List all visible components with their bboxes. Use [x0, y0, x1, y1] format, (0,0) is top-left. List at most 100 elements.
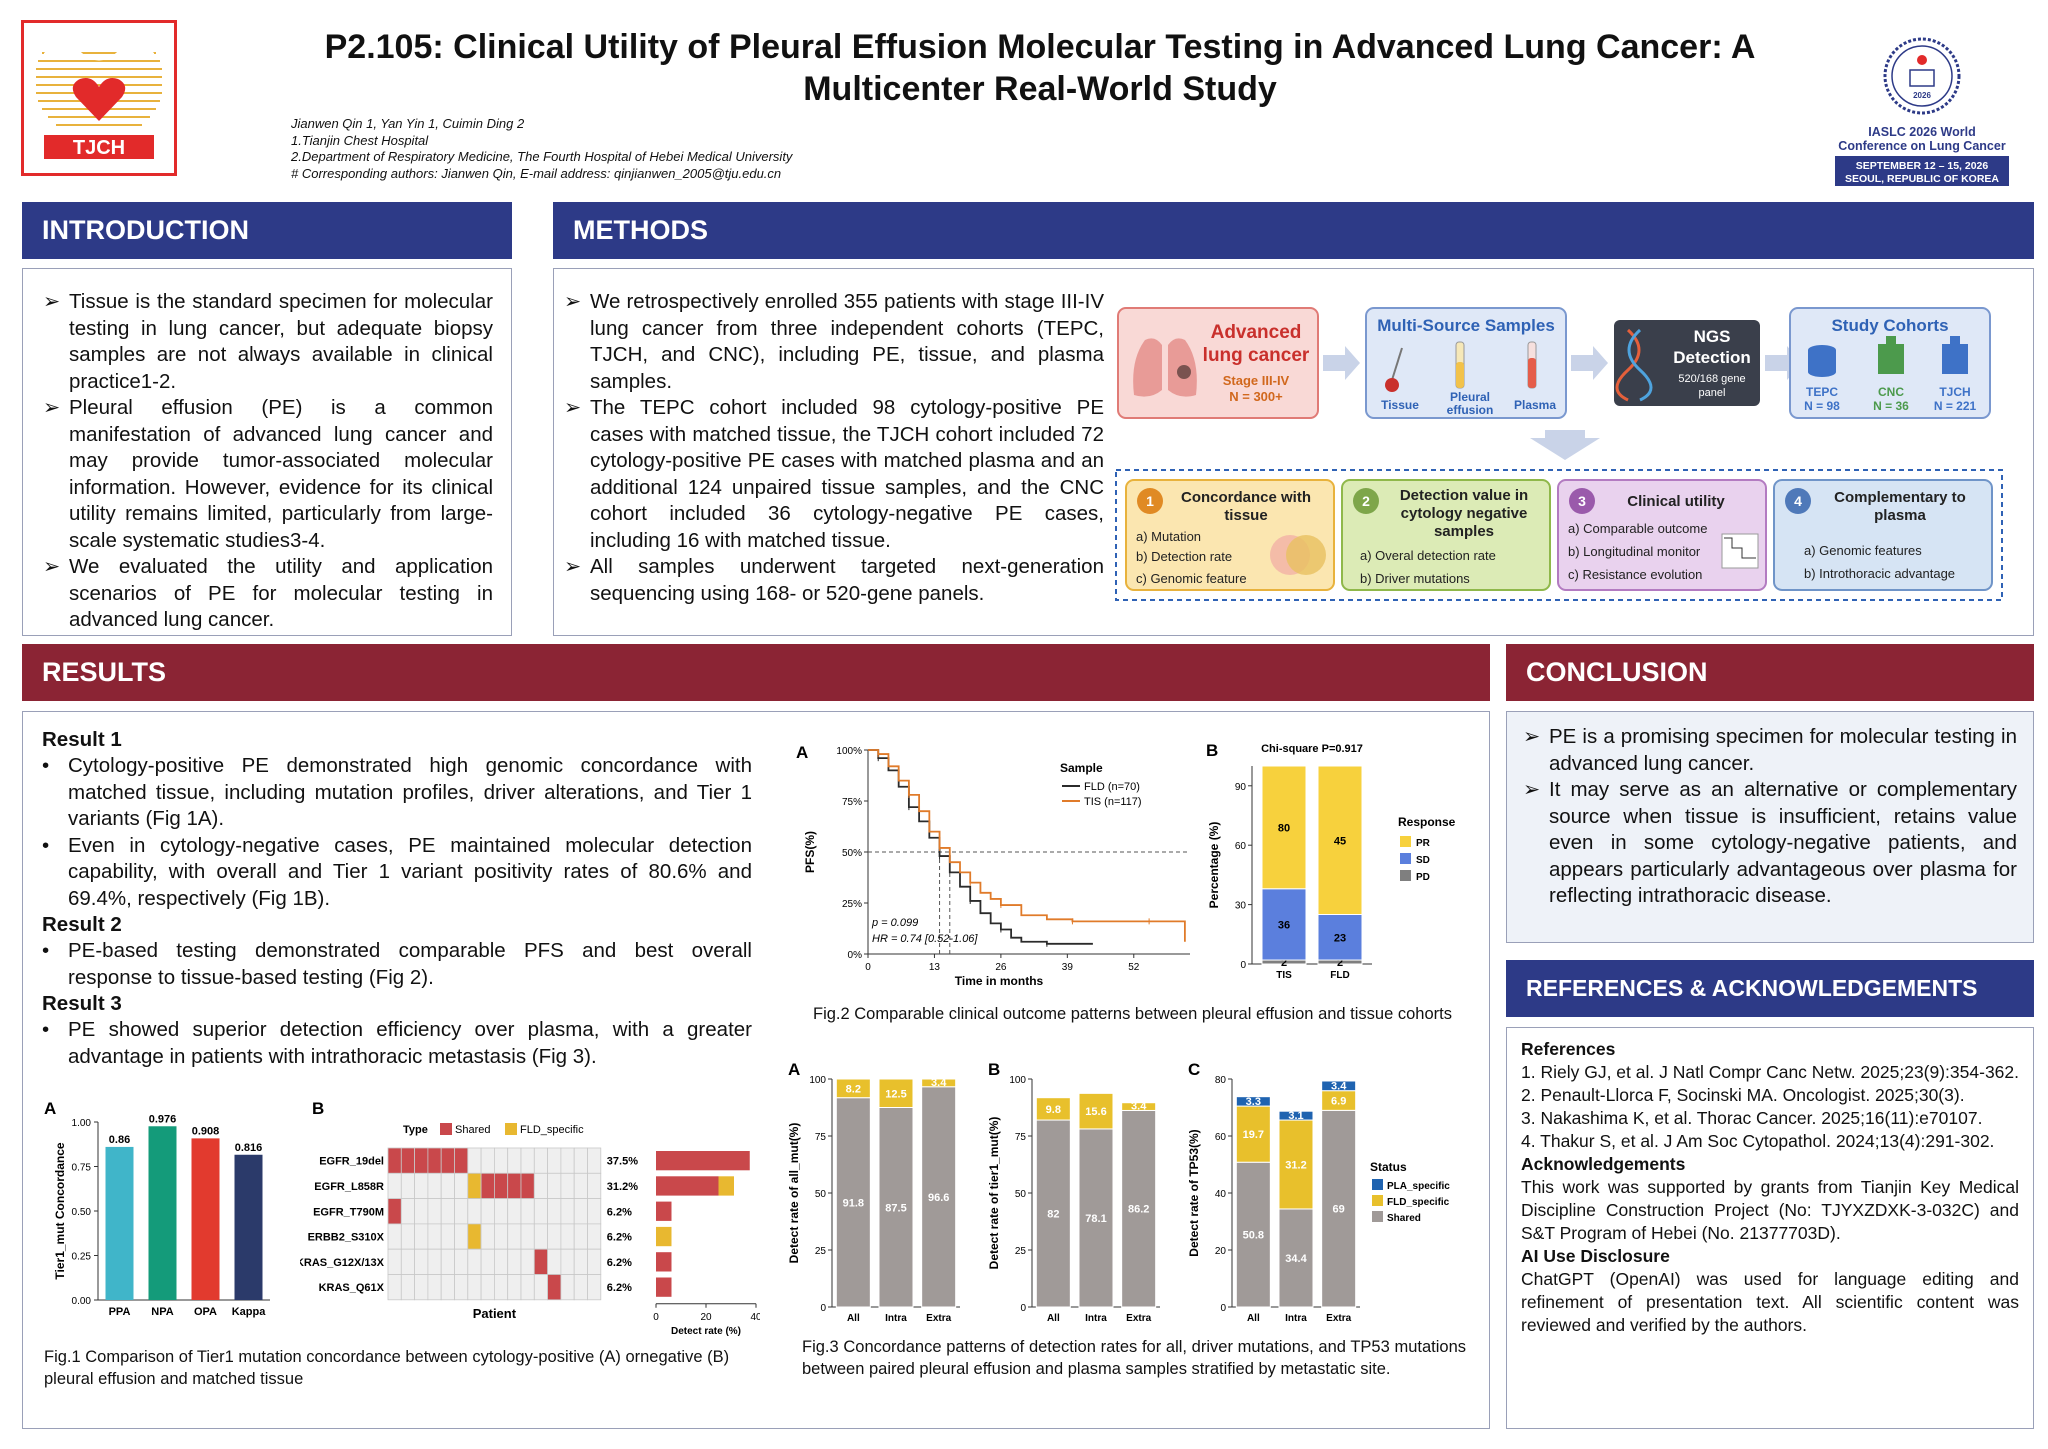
percent-label: 6.2% [607, 1206, 632, 1218]
y-axis-label: Detect rate of tier1_mut(%) [987, 1117, 1001, 1270]
gene-label: EGFR_T790M [313, 1206, 384, 1218]
y-axis-label: Detect rate of TP53(%) [1187, 1129, 1201, 1256]
svg-text:b) Longitudinal monitor: b) Longitudinal monitor [1568, 544, 1701, 559]
iaslc-line2: Conference on Lung Cancer [1838, 139, 2006, 153]
y-axis-label: Percentage (%) [1207, 822, 1221, 909]
y-tick-label: 20 [1215, 1246, 1227, 1257]
data-label: 86.2 [1128, 1204, 1149, 1216]
heatmap-cell [573, 1274, 588, 1301]
legend-label: SD [1416, 855, 1430, 866]
stacked-bar-segment [1035, 1097, 1071, 1121]
svg-text:1: 1 [1146, 493, 1154, 509]
heatmap-cell [587, 1147, 602, 1174]
legend-swatch [1372, 1211, 1383, 1222]
heatmap-cell [454, 1172, 469, 1200]
y-tick-label: 0.25 [72, 1252, 92, 1263]
result-bullet: • PE showed superior detection efficiency… [42, 1018, 752, 1068]
heatmap-cell [440, 1274, 455, 1301]
svg-text:Complementary to: Complementary to [1834, 489, 1966, 506]
heatmap-cell [587, 1248, 602, 1275]
y-tick-label: 100 [809, 1075, 826, 1086]
panel-label: B [988, 1060, 1000, 1079]
panel-label: B [312, 1100, 324, 1118]
x-tick-label: 52 [1128, 962, 1140, 973]
y-tick-label: 50 [1015, 1189, 1027, 1200]
rate-bar [656, 1277, 672, 1297]
legend-label: FLD (n=70) [1084, 781, 1140, 793]
heatmap-cell [520, 1198, 535, 1225]
conclusion-bullet: ➢ It may serve as an alternative or compl… [1523, 778, 2017, 907]
bar [191, 1138, 220, 1300]
percent-label: 31.2% [607, 1181, 638, 1193]
data-label: 9.8 [1046, 1104, 1061, 1116]
stacked-bar-segment [878, 1078, 914, 1108]
legend-label: PD [1416, 872, 1430, 883]
heatmap-cell [414, 1147, 429, 1174]
data-label: 91.8 [843, 1197, 864, 1209]
heatmap-cell [587, 1223, 602, 1250]
heatmap-cell [547, 1198, 562, 1225]
heatmap-cell [507, 1172, 522, 1200]
x-tick-label: All [1047, 1313, 1060, 1324]
svg-text:Detection: Detection [1673, 348, 1750, 367]
heatmap-cell [560, 1172, 575, 1200]
data-label: 6.9 [1331, 1096, 1346, 1108]
data-label: 96.6 [928, 1192, 949, 1204]
svg-text:samples: samples [1434, 523, 1494, 540]
y-tick-label: 100 [1009, 1075, 1026, 1086]
introduction-heading: INTRODUCTION [22, 202, 512, 259]
stacked-bar-segment [1321, 1080, 1357, 1092]
hazard-ratio: HR = 0.74 [0.52-1.06] [872, 933, 978, 945]
heatmap-cell [467, 1147, 482, 1174]
rate-tick-label: 0 [653, 1312, 659, 1323]
heatmap-cell [520, 1248, 535, 1275]
acknowledgements-title: Acknowledgements [1521, 1154, 1686, 1174]
heatmap-cell [533, 1172, 549, 1200]
km-curve [868, 749, 1093, 945]
introduction-bullet: ➢ Tissue is the standard specimen for mol… [43, 290, 493, 393]
bar [105, 1146, 134, 1300]
introduction-bullet: ➢ We evaluated the utility and applicatio… [43, 555, 493, 631]
chart-title: Chi-square P=0.917 [1261, 743, 1363, 755]
affiliation-2: 2.Department of Respiratory Medicine, Th… [291, 149, 793, 164]
svg-text:b) Introthoracic advantage: b) Introthoracic advantage [1804, 566, 1955, 581]
y-tick-label: 30 [1235, 901, 1247, 912]
y-axis-label: Tier1_mut Concordance [53, 1142, 67, 1279]
iaslc-line4: SEOUL, REPUBLIC OF KOREA [1845, 173, 1999, 185]
svg-text:N = 300+: N = 300+ [1229, 389, 1283, 404]
data-label: 69 [1333, 1204, 1345, 1216]
heatmap-cell [400, 1248, 416, 1275]
heatmap-cell [587, 1198, 602, 1225]
panel-label: C [1188, 1060, 1200, 1079]
legend-label: PLA_specific [1387, 1181, 1450, 1192]
methods-bullet: ➢ All samples underwent targeted next-gen… [564, 555, 1104, 605]
methods-bullet: ➢ The TEPC cohort included 98 cytology-po… [564, 396, 1104, 552]
legend-label: FLD_specific [1387, 1197, 1450, 1208]
legend-swatch [1400, 836, 1411, 847]
heatmap-cell [387, 1147, 402, 1174]
svg-text:a) Genomic features: a) Genomic features [1804, 543, 1922, 558]
heatmap-cell [480, 1248, 495, 1275]
data-label: 3.3 [1246, 1096, 1261, 1108]
heatmap-cell [400, 1147, 416, 1174]
data-label: 0.86 [109, 1134, 130, 1146]
heatmap-cell [414, 1198, 429, 1225]
methods-bullet: ➢ We retrospectively enrolled 355 patient… [564, 290, 1104, 393]
stacked-bar-segment [1317, 914, 1363, 961]
conclusion-box: ➢ PE is a promising specimen for molecula… [1506, 711, 2034, 943]
svg-text:panel: panel [1699, 387, 1726, 399]
percent-label: 6.2% [607, 1257, 632, 1269]
y-tick-label: 100% [836, 746, 862, 757]
data-label: 78.1 [1085, 1213, 1106, 1225]
legend-swatch [1372, 1195, 1383, 1206]
panel-label: A [788, 1060, 800, 1079]
references-title: References [1521, 1039, 1616, 1059]
x-tick-label: PPA [109, 1306, 131, 1318]
x-tick-label: 39 [1062, 962, 1074, 973]
svg-text:c) Resistance evolution: c) Resistance evolution [1568, 567, 1702, 582]
heatmap-cell [560, 1147, 575, 1174]
svg-text:a) Overal detection rate: a) Overal detection rate [1360, 548, 1496, 563]
heatmap-cell [427, 1172, 442, 1200]
stacked-bar-segment [1235, 1105, 1271, 1163]
percent-label: 6.2% [607, 1282, 632, 1294]
